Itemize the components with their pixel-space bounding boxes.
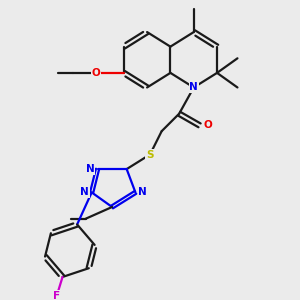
Text: S: S: [146, 149, 154, 160]
Text: N: N: [86, 164, 94, 174]
Text: F: F: [53, 291, 60, 300]
Text: N: N: [80, 188, 89, 197]
Text: O: O: [92, 68, 100, 78]
Text: N: N: [138, 188, 147, 197]
Text: O: O: [204, 120, 213, 130]
Text: N: N: [189, 82, 198, 92]
